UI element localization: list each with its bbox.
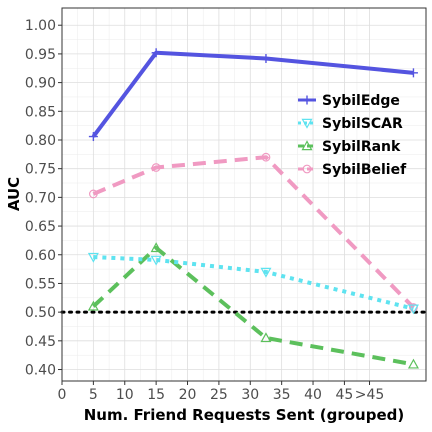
y-axis: 0.40 0.45 0.50 0.55 0.60 0.65 0.70 0.75 0.80 0.85… (25, 18, 62, 379)
x-tick-label: 30 (241, 387, 259, 403)
y-tick-label: 0.70 (25, 190, 56, 206)
legend-label: SybilEdge (322, 93, 400, 109)
y-tick-label: 0.55 (25, 276, 56, 292)
marker-triangle-up (87, 300, 99, 311)
x-axis: 0 5 10 15 20 25 30 35 40 45 >45 (58, 381, 385, 403)
legend: SybilEdge SybilSCAR SybilRank SybilBelief (298, 93, 407, 178)
marker-triangle-down (150, 255, 162, 266)
x-axis-title: Num. Friend Requests Sent (grouped) (84, 406, 405, 424)
series-line-sybilscar (93, 255, 414, 311)
marker-circle (261, 152, 271, 162)
x-tick-label: 0 (58, 387, 67, 403)
series-sybiledge (88, 48, 418, 142)
x-tick-label: >45 (355, 387, 385, 403)
marker-triangle-down (260, 267, 272, 278)
x-tick-label: 10 (116, 387, 134, 403)
legend-label: SybilBelief (322, 162, 407, 178)
y-tick-label: 0.90 (25, 76, 56, 92)
marker-plus (261, 53, 271, 63)
marker-circle (88, 189, 98, 199)
plot-background (62, 8, 426, 381)
y-tick-label: 0.50 (25, 305, 56, 321)
marker-triangle-up (150, 242, 162, 253)
series-layer (87, 48, 419, 369)
y-tick-label: 0.45 (25, 334, 56, 350)
y-tick-label: 0.80 (25, 133, 56, 149)
plot-border (61, 7, 427, 382)
marker-circle (151, 163, 161, 172)
x-tick-label: 20 (179, 387, 197, 403)
marker-plus (408, 68, 418, 78)
y-tick-label: 0.65 (25, 219, 56, 235)
x-tick-label: 15 (147, 387, 165, 403)
y-tick-label: 0.40 (25, 363, 56, 379)
x-tick-label: 35 (273, 387, 291, 403)
y-tick-label: 0.75 (25, 162, 56, 178)
legend-label: SybilRank (322, 139, 401, 155)
series-line-sybilbelief (92, 155, 415, 309)
y-tick-label: 1.00 (25, 18, 56, 34)
marker-triangle-up (301, 140, 313, 151)
marker-triangle-up (407, 358, 419, 369)
marker-plus (302, 95, 312, 105)
marker-plus (88, 132, 98, 142)
x-tick-label: 45 (335, 387, 353, 403)
marker-plus (151, 48, 161, 58)
series-line-sybiledge (91, 50, 414, 138)
x-tick-label: 5 (89, 387, 98, 403)
series-sybilscar (87, 252, 419, 315)
marker-triangle-down (87, 252, 99, 263)
x-tick-label: 40 (304, 387, 322, 403)
y-tick-label: 0.85 (25, 104, 56, 120)
y-tick-label: 0.95 (25, 47, 56, 63)
legend-item-sybiledge: SybilEdge (298, 93, 400, 109)
legend-label: SybilSCAR (322, 116, 403, 132)
series-line-sybilrank (92, 245, 414, 367)
legend-item-sybilrank: SybilRank (298, 139, 401, 155)
x-tick-label: 25 (210, 387, 228, 403)
y-tick-label: 0.60 (25, 248, 56, 264)
marker-triangle-up (260, 332, 272, 343)
marker-circle (302, 164, 312, 174)
series-sybilrank (87, 242, 419, 369)
legend-item-sybilscar: SybilSCAR (298, 116, 403, 132)
marker-triangle-down (301, 118, 313, 129)
legend-item-sybilbelief: SybilBelief (298, 162, 407, 178)
marker-triangle-down (407, 304, 419, 315)
y-axis-title: AUC (5, 177, 23, 211)
